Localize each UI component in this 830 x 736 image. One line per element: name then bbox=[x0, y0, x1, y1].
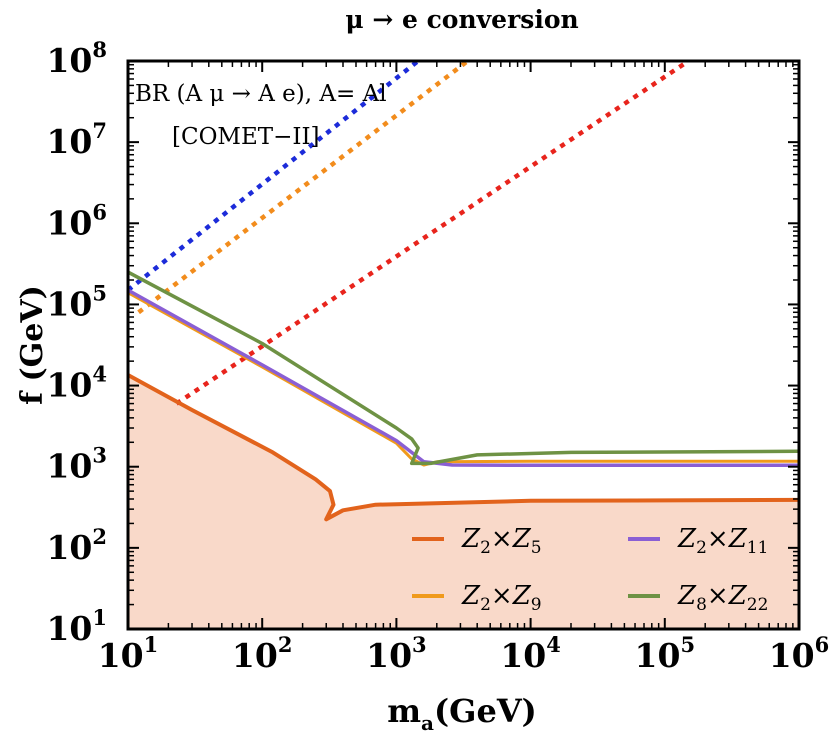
series-line-z8xz22 bbox=[128, 270, 799, 466]
x-axis-label-main: m bbox=[387, 692, 421, 730]
x-tick-label: 106 bbox=[769, 632, 830, 675]
legend-item-z2xz5: Z2×Z5 bbox=[412, 524, 542, 558]
y-axis-label: f (GeV) bbox=[15, 285, 50, 405]
legend-item-z8xz22: Z8×Z22 bbox=[628, 581, 768, 615]
plot-frame bbox=[126, 59, 801, 631]
x-tick-label: 102 bbox=[232, 632, 293, 675]
y-tick-label: 103 bbox=[46, 443, 107, 486]
legend-label: Z2×Z11 bbox=[677, 524, 768, 558]
legend-label: Z2×Z5 bbox=[461, 524, 542, 558]
axis-ticks: 101 102 103 104 105 106 101 102 103 104 105 106 107 1… bbox=[46, 37, 829, 675]
annotation-experiment: [COMET−II] bbox=[172, 124, 320, 150]
x-axis-label: ma(GeV) bbox=[387, 692, 537, 735]
y-tick-label: 106 bbox=[46, 199, 107, 242]
y-tick-label: 105 bbox=[46, 280, 107, 323]
legend-item-z2xz11: Z2×Z11 bbox=[628, 524, 768, 558]
legend-label: Z2×Z9 bbox=[461, 581, 542, 615]
legend-item-z2xz9: Z2×Z9 bbox=[412, 581, 542, 615]
y-tick-label: 108 bbox=[46, 37, 107, 80]
series-line-z2xz5-dotted bbox=[175, 61, 690, 406]
plot-area bbox=[128, 61, 799, 629]
y-tick-label: 102 bbox=[46, 524, 107, 567]
x-tick-label: 105 bbox=[635, 632, 696, 675]
x-axis-label-sub: a bbox=[421, 711, 434, 735]
y-tick-label: 107 bbox=[46, 118, 107, 161]
legend-label: Z8×Z22 bbox=[677, 581, 768, 615]
series-line-z2xz9-dotted bbox=[137, 61, 470, 315]
series-line-z2xz5 bbox=[128, 373, 799, 522]
legend: Z2×Z5 Z2×Z11 Z2×Z9 Z8×Z22 bbox=[412, 524, 768, 615]
excluded-region bbox=[128, 374, 799, 629]
series-line-z8xz22-dotted bbox=[128, 61, 420, 292]
x-tick-label: 101 bbox=[98, 632, 159, 675]
y-tick-label: 101 bbox=[46, 605, 107, 648]
annotation-process: BR (A μ → A e), A= Al bbox=[135, 81, 387, 107]
x-tick-label: 104 bbox=[500, 632, 561, 675]
x-tick-label: 103 bbox=[366, 632, 427, 675]
y-tick-label: 104 bbox=[46, 362, 107, 405]
x-axis-label-unit: (GeV) bbox=[434, 692, 537, 730]
chart-title: μ → e conversion bbox=[345, 5, 578, 34]
